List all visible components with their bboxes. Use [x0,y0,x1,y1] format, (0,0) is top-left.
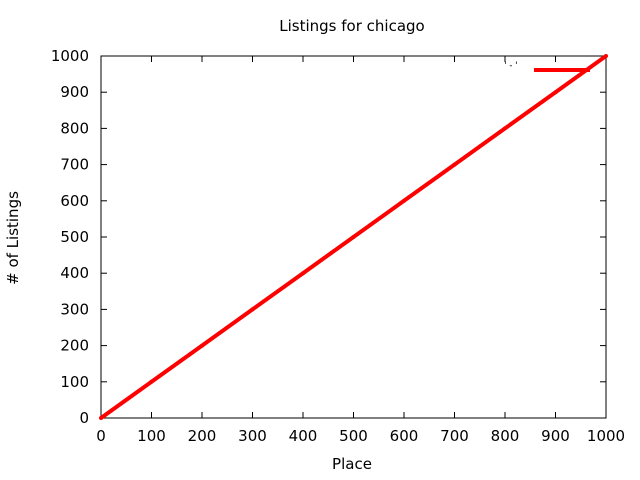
y-tick-label: 100 [60,373,89,391]
data-point [503,126,507,131]
x-axis-label: Place [332,455,372,473]
x-tick-label: 0 [96,427,106,445]
y-tick-label: 700 [60,156,89,174]
chart-title: Listings for chicago [279,17,424,35]
data-point [301,271,305,276]
y-tick-label: 800 [60,119,89,137]
y-tick-label: 900 [60,83,89,101]
data-point [250,307,255,312]
data-point [452,162,457,167]
data-point [351,235,356,239]
axis-ticks: 0 100 200 300 400 500 600 700 800 900 1000 0 100 200 3… [51,47,625,445]
data-point [200,343,204,348]
y-axis-label: # of Listings [4,191,22,285]
x-tick-label: 700 [440,427,469,445]
x-tick-label: 600 [390,427,419,445]
x-tick-label: 300 [238,427,267,445]
x-tick-label: 1000 [587,427,625,445]
x-tick-label: 900 [541,427,570,445]
x-tick-label: 800 [491,427,520,445]
x-tick-label: 100 [137,427,166,445]
x-tick-label: 200 [188,427,217,445]
data-point [604,54,608,58]
y-tick-label: 200 [60,337,89,355]
legend: '-' [503,61,590,72]
legend-label: '-' [503,61,519,71]
y-tick-label: 600 [60,192,89,210]
data-point [402,198,406,203]
y-tick-label: 400 [60,264,89,282]
y-tick-label: 1000 [51,47,89,65]
series-layer [99,54,608,420]
y-tick-label: 500 [60,228,89,246]
x-tick-label: 500 [339,427,368,445]
data-point [553,90,558,95]
data-point [149,379,154,384]
y-tick-label: 0 [79,409,89,427]
data-point [99,416,103,420]
x-tick-label: 400 [289,427,318,445]
y-tick-label: 300 [60,300,89,318]
